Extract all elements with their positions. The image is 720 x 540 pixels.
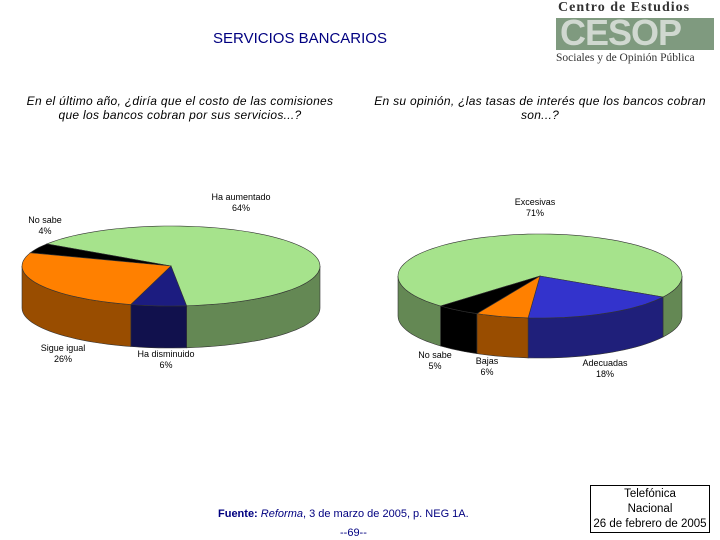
slice-value: 6% xyxy=(159,360,173,370)
slice-name: Adecuadas xyxy=(582,358,628,368)
pie-slice-side xyxy=(440,305,478,354)
slice-value: 5% xyxy=(428,361,442,371)
slice-name: No sabe xyxy=(418,350,452,360)
logo-line2: Sociales y de Opinión Pública xyxy=(556,52,695,64)
pie-slice xyxy=(439,275,541,314)
chart-title: En el último año, ¿diría que el costo de… xyxy=(26,94,334,122)
slice-value: 26% xyxy=(53,354,72,364)
slice-label: Bajas 6% xyxy=(467,356,507,378)
pie-slice xyxy=(527,275,664,319)
slice-label: Ha disminuido 6% xyxy=(136,349,196,371)
pie-slice xyxy=(130,265,188,307)
slice-value: 4% xyxy=(38,226,52,236)
pie-slice xyxy=(21,252,172,305)
slice-name: Ha aumentado xyxy=(211,192,271,202)
pie-slice xyxy=(29,243,172,267)
source-rest: , 3 de marzo de 2005, p. NEG 1A. xyxy=(302,508,469,520)
date-box: Telefónica Nacional 26 de febrero de 200… xyxy=(590,485,710,533)
box-line: Telefónica xyxy=(624,488,676,500)
slice-name: Excesivas xyxy=(514,197,556,207)
pie-slice-side xyxy=(130,304,187,349)
source-label: Fuente: xyxy=(218,508,258,520)
chart-title: En su opinión, ¿las tasas de interés que… xyxy=(374,94,706,122)
slice-label: Excesivas 71% xyxy=(500,197,570,219)
slice-value: 64% xyxy=(231,203,250,213)
logo-band xyxy=(556,18,714,50)
slice-label: No sabe 4% xyxy=(20,215,70,237)
logo: Centro de Estudios CESOP Sociales y de O… xyxy=(552,0,717,70)
page-number: --69-- xyxy=(340,527,367,539)
slice-name: No sabe xyxy=(28,215,62,225)
logo-brand: CESOP xyxy=(560,12,682,53)
slice-label: Ha aumentado 64% xyxy=(206,192,276,214)
slice-name: Ha disminuido xyxy=(137,349,195,359)
slice-label: Adecuadas 18% xyxy=(575,358,635,380)
source-work: Reforma xyxy=(260,508,303,520)
slice-value: 71% xyxy=(525,208,544,218)
slide-title: SERVICIOS BANCARIOS xyxy=(213,30,387,47)
box-line: 26 de febrero de 2005 xyxy=(593,518,707,530)
slice-name: Bajas xyxy=(475,356,499,366)
pie-slice-side xyxy=(476,313,529,359)
logo-line1: Centro de Estudios xyxy=(558,0,691,15)
slice-value: 6% xyxy=(480,367,494,377)
box-line: Nacional xyxy=(627,503,673,515)
slice-name: Sigue igual xyxy=(40,343,86,353)
pie-slice xyxy=(45,225,321,307)
source: Fuente: Reforma, 3 de marzo de 2005, p. … xyxy=(218,508,469,520)
pie-slice xyxy=(476,275,541,319)
slice-label: Sigue igual 26% xyxy=(33,343,93,365)
slice-value: 18% xyxy=(595,369,614,379)
slice-label: No sabe 5% xyxy=(410,350,460,372)
